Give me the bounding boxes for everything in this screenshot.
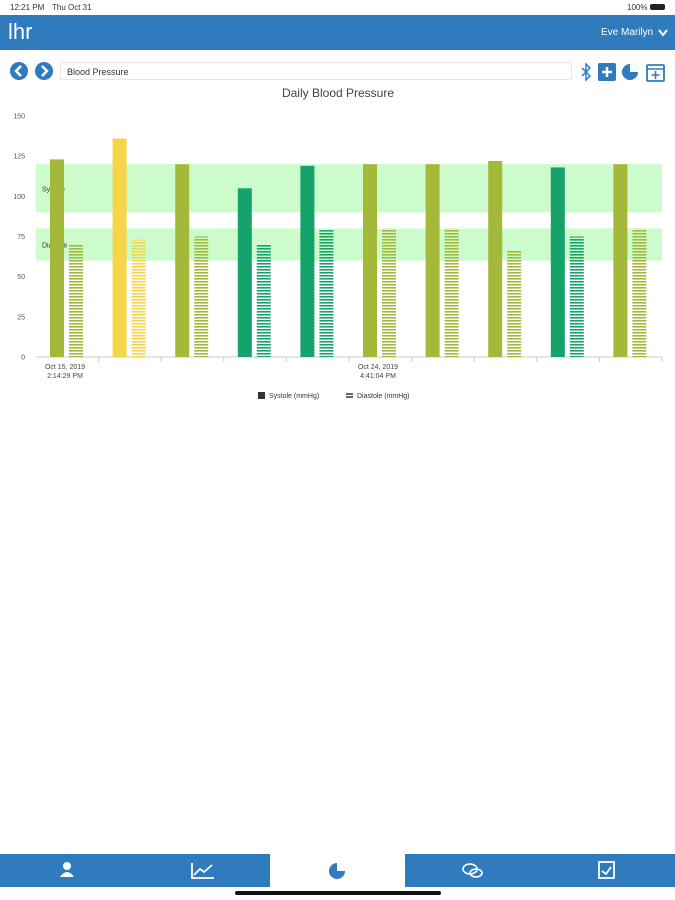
bar <box>507 250 522 357</box>
range-band <box>36 228 662 261</box>
bar <box>300 165 315 357</box>
chart: Daily Blood Pressure SystoleDiastole0255… <box>13 86 663 400</box>
legend-swatch <box>346 392 353 399</box>
bar <box>131 239 146 357</box>
y-tick-label: 150 <box>13 114 25 121</box>
x-tick-label: Oct 15, 2019 2:14:29 PM <box>44 364 86 380</box>
bar <box>632 228 647 357</box>
legend-swatch <box>258 392 265 399</box>
bar <box>112 138 127 357</box>
bar <box>50 159 64 357</box>
status-time: 12:21 PM <box>10 3 45 12</box>
y-tick-label: 50 <box>17 274 25 281</box>
y-tick-label: 125 <box>13 154 25 161</box>
legend-label: Diastole (mmHg) <box>357 393 410 400</box>
bar <box>550 167 565 357</box>
bar <box>194 236 209 357</box>
logo[interactable]: lhr <box>8 19 33 44</box>
bar <box>319 230 334 357</box>
chevron[interactable] <box>658 29 668 37</box>
chart-title: Daily Blood Pressure <box>282 86 394 100</box>
battery-icon <box>650 4 665 10</box>
bar <box>69 244 83 357</box>
bar <box>237 188 252 357</box>
bar <box>488 160 503 357</box>
status-bar: 12:21 PM Thu Oct 31 100% <box>0 0 675 15</box>
bar <box>256 244 271 357</box>
toolbar: Blood Pressure <box>0 58 675 86</box>
y-tick-label: 100 <box>13 194 25 201</box>
tab-bar <box>0 854 675 887</box>
app-header: lhr Eve Marilyn <box>0 15 675 50</box>
bar <box>175 164 190 357</box>
legend-label: Systole (mmHg) <box>269 393 319 400</box>
bar <box>425 164 440 357</box>
tab-icons[interactable] <box>0 854 675 887</box>
bar <box>569 236 584 357</box>
status-date: Thu Oct 31 <box>52 3 92 12</box>
home-indicator <box>235 891 441 895</box>
user-menu[interactable]: Eve Marilyn <box>601 27 654 38</box>
y-tick-label: 25 <box>17 314 25 321</box>
bar <box>382 228 396 357</box>
metric-select[interactable]: Blood Pressure <box>60 62 572 80</box>
bar <box>363 164 377 357</box>
nav-buttons[interactable] <box>10 61 56 81</box>
bar <box>613 164 628 357</box>
toolbar-icons[interactable] <box>578 61 668 83</box>
bar <box>444 228 459 357</box>
battery-level: 100% <box>627 3 648 12</box>
y-tick-label: 0 <box>21 355 25 362</box>
range-band <box>36 164 662 213</box>
x-tick-label: Oct 24, 2019 4:41:04 PM <box>357 364 399 380</box>
y-tick-label: 75 <box>17 234 25 241</box>
